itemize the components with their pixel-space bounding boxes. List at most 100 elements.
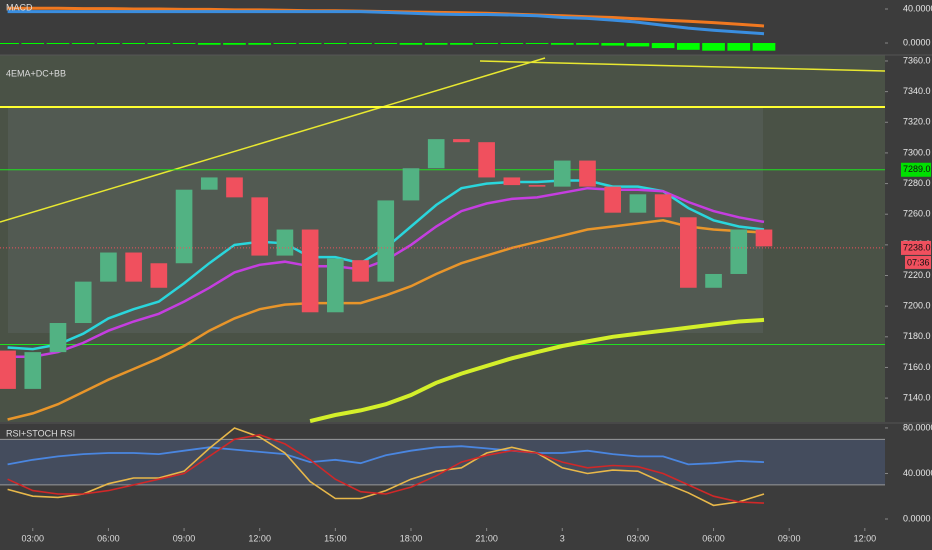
histogram-bar [651,43,675,49]
histogram-bar [223,43,246,45]
y-tick-label: 7340.0 [903,86,931,96]
y-tick-label: 7260.0 [903,209,931,219]
histogram-bar [197,43,221,45]
histogram-bar [676,43,700,50]
x-tick-label: 18:00 [400,533,423,543]
candle-body [100,252,117,282]
histogram-bar [298,43,322,45]
candle-body [200,177,218,190]
candle-body [226,177,243,198]
series-line [7,433,765,504]
candle-body [327,258,344,313]
trend-line [0,57,546,223]
candle-body [604,186,622,213]
x-tick-label: 3 [560,533,565,543]
price-label-box [901,240,931,255]
candle-body [74,281,92,324]
histogram-bar [349,43,372,45]
y-tick-label: 7300.0 [903,147,931,157]
price-label-box [901,162,931,177]
histogram-bar [374,43,398,45]
histogram-bar [21,43,45,45]
histogram-bar [172,43,196,45]
y-tick-label: 7360.0 [903,55,931,65]
y-tick-label: 40.0000 [903,468,932,478]
histogram-bar [399,43,423,45]
y-tick-label: 80.0000 [903,422,932,432]
price-label: 7238.0 [903,242,931,252]
histogram-bar [626,43,650,47]
candle-body [629,194,647,213]
x-tick-label: 03:00 [22,533,45,543]
histogram-bar [550,43,574,45]
y-tick-label: 7140.0 [903,392,931,402]
histogram-bar [323,43,347,45]
candle-body [528,185,546,187]
histogram-bar [97,43,120,45]
candle-body [453,139,470,143]
candle-body [175,189,193,264]
histogram-bar [147,43,171,45]
candle-body [553,160,571,187]
x-tick-label: 15:00 [324,533,347,543]
candle-body [705,273,722,288]
histogram-bar [500,43,524,45]
x-tick-label: 09:00 [778,533,801,543]
histogram-bar [122,43,145,45]
main-title: 4EMA+DC+BB [6,68,66,78]
series-line [7,219,765,421]
rsi-title: RSI+STOCH RSI [6,428,75,438]
histogram-bar [576,43,599,45]
candle-body [680,217,697,288]
y-tick-label: 7220.0 [903,270,931,280]
layer: 40.0000 0.0000 7360.0 7340.0 7320.0 7300.0 728… [0,3,932,543]
candle-body [427,139,445,169]
histogram-bar [248,43,272,45]
histogram-bar [71,43,95,45]
trend-line [479,60,886,72]
histogram-bar [46,43,70,45]
series-line [7,427,765,507]
countdown-label: 07:36 [907,257,930,267]
candle-body [352,260,369,282]
x-tick-label: 06:00 [702,533,725,543]
x-tick-label: 21:00 [475,533,498,543]
candle-body [755,229,773,247]
y-tick-label: 7280.0 [903,178,931,188]
y-tick-label: 7160.0 [903,362,931,372]
candle-body [125,252,142,282]
histogram-bar [273,43,297,45]
candle-body [579,160,596,187]
candle-body [24,352,42,389]
x-tick-label: 12:00 [854,533,877,543]
x-tick-label: 03:00 [627,533,650,543]
series-line [7,445,765,466]
histogram-bar [450,43,473,45]
y-tick-label: 0.0000 [903,37,931,47]
x-tick-label: 09:00 [173,533,196,543]
histogram-bar [702,43,725,51]
y-tick-label: 0.0000 [903,513,931,523]
x-tick-label: 12:00 [248,533,271,543]
candle-body [0,350,16,389]
candle-body [49,323,67,353]
candle-body [377,200,395,282]
histogram-bar [601,43,625,46]
countdown-box [905,255,931,269]
series-line [7,10,765,36]
y-tick-label: 7200.0 [903,301,931,311]
histogram-bar [475,43,498,45]
candle-body [730,229,748,274]
candle-body [503,177,521,186]
series-line [309,317,765,424]
candle-body [276,229,294,256]
candle-body [402,168,420,201]
x-tick-label: 06:00 [97,533,120,543]
histogram-bar [0,43,19,45]
y-tick-label: 7320.0 [903,117,931,127]
y-tick-label: 40.0000 [903,3,932,13]
price-label: 7289.0 [903,164,931,174]
histogram-bar [525,43,549,45]
